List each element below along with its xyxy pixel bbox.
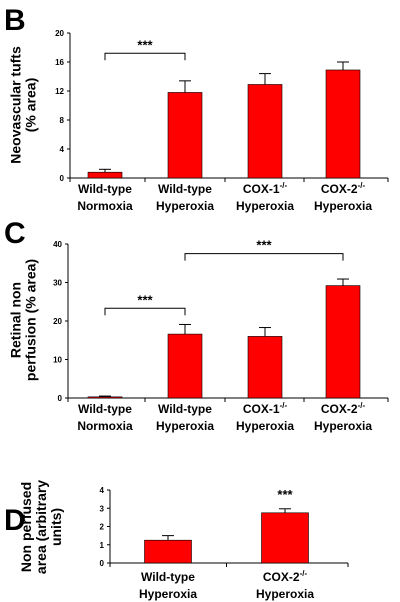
panel-c-category-label: COX-2-/- [321,401,366,416]
panel-b-category-name: COX-2 [321,182,358,196]
panel-b-significance-label: *** [137,37,153,52]
panel-c-bar [247,336,283,399]
panel-d-category-label: Wild-type [141,570,195,584]
panel-c-category-condition: Hyperoxia [314,419,372,433]
panel-b-category-label: Wild-type [158,182,212,196]
panel-c-y-axis-label-line: perfusion (% area) [23,259,39,381]
panel-b-significance-bracket [104,52,186,61]
panel-b-y-tick-label: 16 [55,58,64,67]
panel-b-category-label: COX-2-/- [321,181,366,196]
panel-b-category-superscript: -/- [358,181,366,190]
panel-b-category-condition: Hyperoxia [156,199,214,213]
panel-c-bar [167,333,203,399]
panel-c-category-label: Wild-type [78,402,132,416]
panel-b-y-axis-label-line: Neovascular tufts [8,46,24,164]
panel-b-y-tick-label: 20 [55,29,64,38]
panel-d-significance-label: *** [277,487,293,502]
panel-c-y-tick-label: 10 [53,356,62,365]
panel-d-letter: D [4,504,26,537]
panel-b-y-tick-label: 4 [60,145,65,154]
panel-b-category-label: COX-1-/- [243,181,288,196]
panel-c-y-tick-label: 30 [53,279,62,288]
panel-b-category-name: COX-1 [243,182,280,196]
panel-c-category-name: Wild-type [78,402,132,416]
panel-c-y-tick-label: 40 [53,240,62,249]
panel-d-y-tick-label: 4 [100,486,105,495]
panel-d-category-condition: Hyperoxia [256,587,314,601]
panel-d-category-superscript: -/- [300,569,308,578]
panel-d-category-label: COX-2-/- [263,569,308,584]
panel-c-category-condition: Hyperoxia [236,419,294,433]
panel-d-y-tick-label: 1 [100,541,105,550]
panel-c-category-condition: Normoxia [77,419,133,433]
panel-b-category-label: Wild-type [78,182,132,196]
panel-d-y-axis-label: Non perfusedarea (arbitraryunits) [18,480,64,574]
panel-d-y-tick-label: 2 [100,523,105,532]
panel-c-category-condition: Hyperoxia [156,419,214,433]
panel-c-y-axis-label-line: Retinal non [8,282,24,358]
panel-c-category-label: Wild-type [158,402,212,416]
panel-b-bar [87,171,123,179]
panel-d-y-axis-label-line: units) [48,508,64,546]
panel-d-category-condition: Hyperoxia [139,587,197,601]
panel-c-significance-bracket [184,253,344,261]
panel-b-bar [247,84,283,179]
panel-b-y-axis-label: Neovascular tufts(% area) [8,46,39,164]
panel-b-y-tick-label: 0 [60,174,65,183]
panel-c-y-tick-label: 20 [53,317,62,326]
panel-b-letter: B [4,4,26,37]
panel-b-y-tick-label: 12 [55,87,64,96]
panel-c-significance-label: *** [137,292,153,307]
panel-d-category-name: Wild-type [141,570,195,584]
panel-d-y-tick-label: 0 [100,559,105,568]
panel-c-bar [87,396,123,399]
panel-c-category-superscript: -/- [358,401,366,410]
panel-c-y-axis-label: Retinal nonperfusion (% area) [8,259,39,381]
panel-b-category-condition: Hyperoxia [236,199,294,213]
panel-b-bar [167,92,203,179]
panel-c-category-name: COX-2 [321,402,358,416]
panel-c-category-label: COX-1-/- [243,401,288,416]
panel-b-category-condition: Normoxia [77,199,133,213]
panel-b-bar [325,69,361,179]
panel-d-bar [144,539,192,564]
panel-c-letter: C [4,217,26,250]
panel-c-category-name: COX-1 [243,402,280,416]
panel-c-category-name: Wild-type [158,402,212,416]
panel-b-category-condition: Hyperoxia [314,199,372,213]
panel-b-category-name: Wild-type [78,182,132,196]
panel-d-category-name: COX-2 [263,570,300,584]
panel-c-significance-bracket [104,307,186,316]
panel-b-category-name: Wild-type [158,182,212,196]
panel-b-y-axis-label-line: (% area) [23,78,39,132]
panel-c-significance-label: *** [256,238,272,253]
panel-d-y-axis-label-line: Non perfused [18,482,34,572]
panel-b-y-tick-label: 8 [60,116,65,125]
panel-d-bar [261,512,309,564]
panel-c-y-tick-label: 0 [58,394,63,403]
panel-d-y-tick-label: 3 [100,504,105,513]
panel-d-y-axis-label-line: area (arbitrary [33,480,49,574]
panel-b-category-superscript: -/- [280,181,288,190]
panel-c-bar [325,285,361,399]
panel-c-category-superscript: -/- [280,401,288,410]
